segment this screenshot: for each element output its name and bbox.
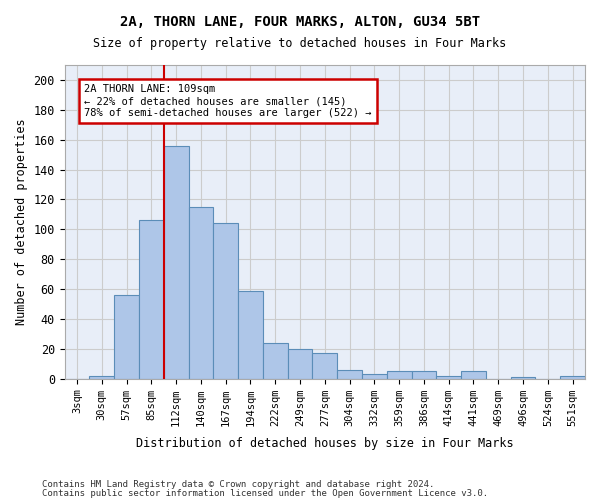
Bar: [263, 343, 287, 378]
Text: 2A THORN LANE: 109sqm
← 22% of detached houses are smaller (145)
78% of semi-det: 2A THORN LANE: 109sqm ← 22% of detached …: [85, 84, 372, 117]
Bar: [214, 224, 238, 378]
Bar: [287, 349, 313, 378]
Bar: [188, 207, 214, 378]
Bar: [238, 290, 263, 378]
Bar: [436, 376, 461, 378]
Bar: [412, 371, 436, 378]
Bar: [461, 371, 486, 378]
X-axis label: Distribution of detached houses by size in Four Marks: Distribution of detached houses by size …: [136, 437, 514, 450]
Bar: [164, 146, 188, 378]
Text: 2A, THORN LANE, FOUR MARKS, ALTON, GU34 5BT: 2A, THORN LANE, FOUR MARKS, ALTON, GU34 …: [120, 15, 480, 29]
Bar: [387, 371, 412, 378]
Bar: [337, 370, 362, 378]
Bar: [560, 376, 585, 378]
Bar: [114, 295, 139, 378]
Bar: [89, 376, 114, 378]
Text: Size of property relative to detached houses in Four Marks: Size of property relative to detached ho…: [94, 38, 506, 51]
Y-axis label: Number of detached properties: Number of detached properties: [15, 118, 28, 325]
Bar: [313, 354, 337, 378]
Text: Contains HM Land Registry data © Crown copyright and database right 2024.: Contains HM Land Registry data © Crown c…: [42, 480, 434, 489]
Bar: [362, 374, 387, 378]
Bar: [139, 220, 164, 378]
Bar: [511, 377, 535, 378]
Text: Contains public sector information licensed under the Open Government Licence v3: Contains public sector information licen…: [42, 488, 488, 498]
